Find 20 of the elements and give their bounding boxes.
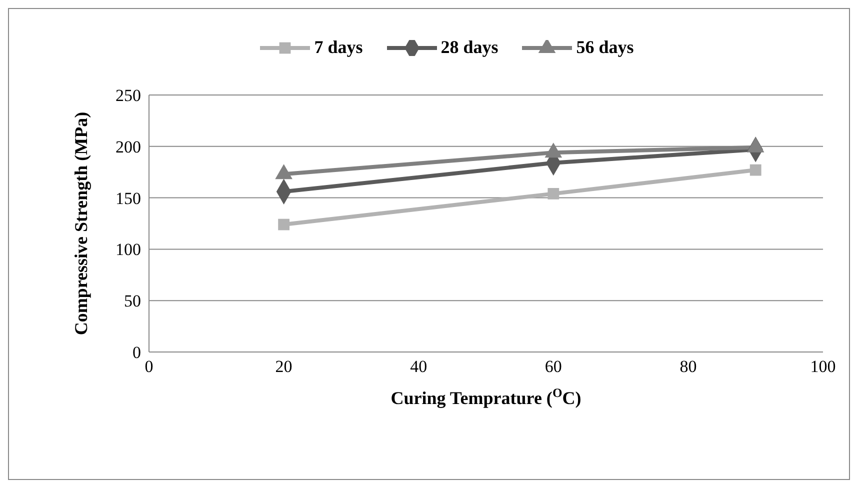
y-tick-label: 100 [116,240,141,260]
legend-label: 28 days [440,37,498,58]
x-tick-label: 20 [275,357,292,376]
x-tick-label: 40 [410,357,428,376]
legend-label: 56 days [576,37,634,58]
x-axis-title: Curing Temprature ($^{O}$C) [390,386,582,408]
y-tick-label: 0 [132,343,141,362]
x-tick-label: 80 [680,357,697,376]
point [548,188,560,200]
y-tick-label: 50 [124,292,141,311]
y-tick-label: 150 [116,188,141,208]
point [750,164,762,176]
point [278,218,290,230]
y-tick-label: 200 [116,137,141,156]
legend-label: 7 days [314,37,363,58]
x-tick-label: 60 [544,357,562,376]
y-axis-title: Compressive Strength (MPa) [71,112,91,336]
y-tick-label: 250 [116,86,141,106]
x-tick-label: 100 [810,357,836,376]
x-tick-label: 0 [144,357,154,376]
